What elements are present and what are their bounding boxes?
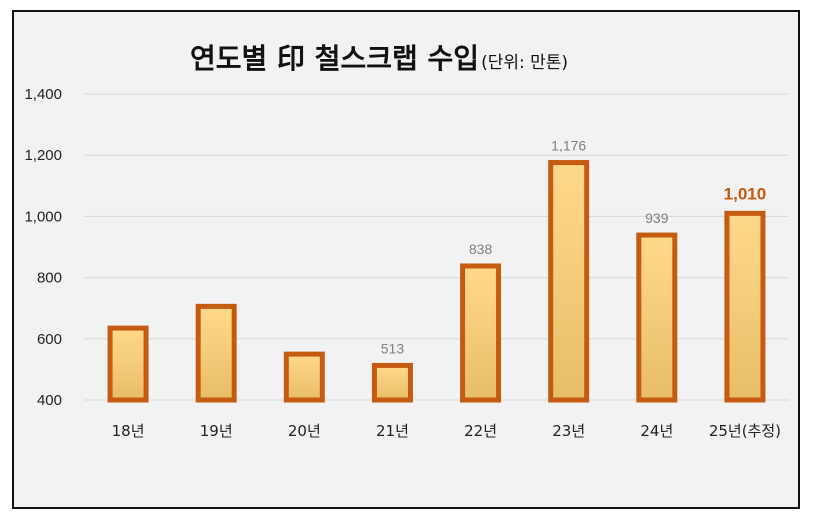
bar-7 <box>636 232 678 403</box>
y-tick-label: 1,000 <box>24 208 62 225</box>
x-tick-label: 25년(추정) <box>709 422 781 440</box>
x-tick-label: 22년 <box>464 422 497 440</box>
data-label: 1,176 <box>551 138 586 154</box>
x-tick-label: 19년 <box>200 422 233 440</box>
bar-6 <box>548 160 590 403</box>
chart-svg: 연도별 印 철스크랩 수입 (단위: 만톤) 400 600 800 1,000 1,20… <box>24 42 789 440</box>
x-tick-label: 18년 <box>112 422 145 440</box>
x-tick-label: 23년 <box>552 422 585 440</box>
bar-3 <box>283 351 325 403</box>
bar-5 <box>460 263 502 403</box>
bars <box>107 160 766 403</box>
bar-2 <box>195 303 237 403</box>
data-label: 1,010 <box>724 184 767 203</box>
data-labels: 513 838 1,176 939 1,010 <box>381 138 766 357</box>
bar-8 <box>724 210 766 403</box>
bar-4 <box>371 362 413 403</box>
gridlines <box>84 93 789 401</box>
y-tick-label: 800 <box>37 270 62 287</box>
y-axis-ticks: 400 600 800 1,000 1,200 1,400 <box>24 86 62 409</box>
data-label: 838 <box>469 241 493 257</box>
bar-1 <box>107 325 149 403</box>
x-axis-ticks: 18년 19년 20년 21년 22년 23년 24년 25년(추정) <box>112 422 781 440</box>
x-tick-label: 20년 <box>288 422 321 440</box>
x-tick-label: 21년 <box>376 422 409 440</box>
y-tick-label: 1,200 <box>24 147 62 164</box>
chart-frame: 연도별 印 철스크랩 수입 (단위: 만톤) 400 600 800 1,000 1,20… <box>12 10 800 509</box>
y-tick-label: 1,400 <box>24 86 62 103</box>
data-label: 939 <box>645 210 669 226</box>
chart-unit: (단위: 만톤) <box>481 53 568 73</box>
chart-title-group: 연도별 印 철스크랩 수입 (단위: 만톤) <box>190 42 568 75</box>
y-tick-label: 400 <box>37 392 62 409</box>
x-tick-label: 24년 <box>640 422 673 440</box>
y-tick-label: 600 <box>37 331 62 348</box>
data-label: 513 <box>381 340 405 356</box>
chart-title: 연도별 印 철스크랩 수입 <box>190 42 479 75</box>
